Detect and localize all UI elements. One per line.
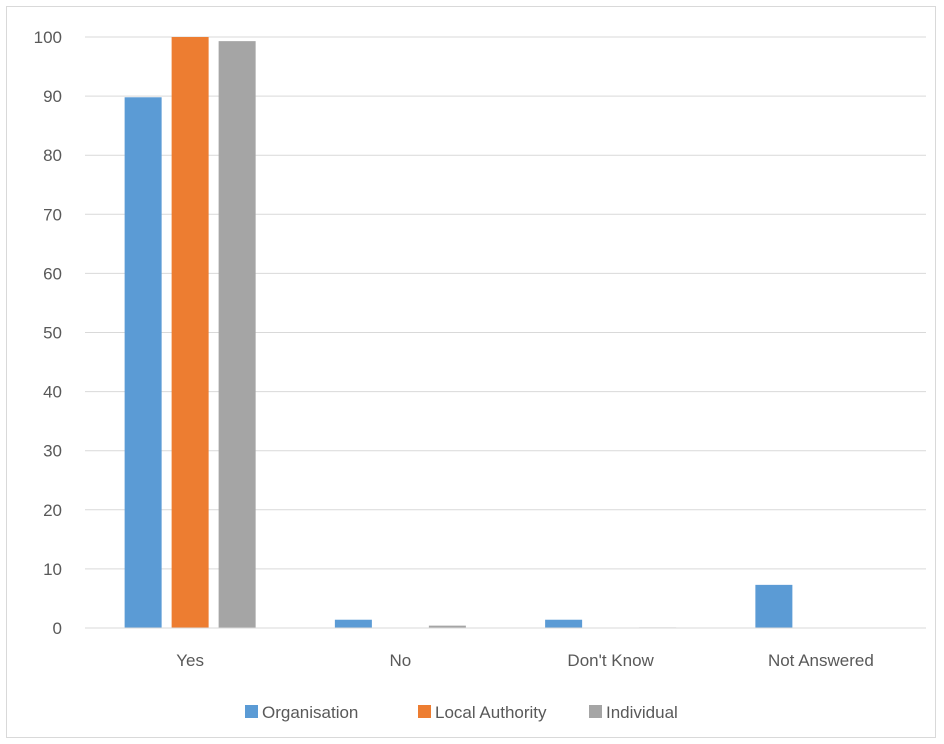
y-tick-label: 80 [43,146,62,165]
bar-organisation-not-answered [755,584,793,628]
legend-swatch [418,705,431,718]
bar-individual-no [428,625,466,628]
gridlines [85,36,926,570]
legend: Organisation Local Authority Individual [245,703,678,722]
y-axis-ticks: 0 10 20 30 40 50 60 70 80 90 100 [34,28,62,638]
y-tick-label: 10 [43,560,62,579]
y-tick-label: 0 [53,619,62,638]
legend-label: Individual [606,703,678,722]
y-tick-label: 40 [43,383,62,402]
bars [124,37,793,629]
x-tick-label: Don't Know [567,651,654,670]
y-tick-label: 30 [43,442,62,461]
y-tick-label: 100 [34,28,62,47]
y-tick-label: 70 [43,205,62,224]
y-tick-label: 60 [43,264,62,283]
bar-organisation-don-t-know [545,619,583,628]
bar-local-authority-yes [171,37,209,628]
y-tick-label: 20 [43,501,62,520]
y-tick-label: 50 [43,324,62,343]
legend-swatch [589,705,602,718]
x-axis-ticks: Yes No Don't Know Not Answered [176,651,874,670]
x-tick-label: Not Answered [768,651,874,670]
bar-individual-yes [218,41,256,628]
bar-organisation-no [334,619,372,628]
bar-organisation-yes [124,97,162,629]
legend-label: Organisation [262,703,358,722]
x-tick-label: No [390,651,412,670]
legend-label: Local Authority [435,703,547,722]
y-tick-label: 90 [43,87,62,106]
x-tick-label: Yes [176,651,204,670]
legend-swatch [245,705,258,718]
